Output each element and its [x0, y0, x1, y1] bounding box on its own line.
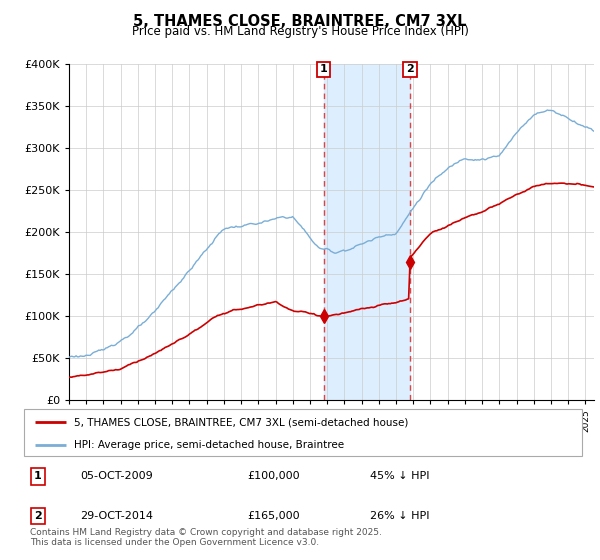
Text: 45% ↓ HPI: 45% ↓ HPI — [370, 472, 430, 482]
Text: 26% ↓ HPI: 26% ↓ HPI — [370, 511, 430, 521]
Text: 5, THAMES CLOSE, BRAINTREE, CM7 3XL: 5, THAMES CLOSE, BRAINTREE, CM7 3XL — [133, 14, 467, 29]
Bar — [324, 64, 410, 400]
Text: 1: 1 — [34, 472, 42, 482]
Text: HPI: Average price, semi-detached house, Braintree: HPI: Average price, semi-detached house,… — [74, 440, 344, 450]
Text: 5, THAMES CLOSE, BRAINTREE, CM7 3XL (semi-detached house): 5, THAMES CLOSE, BRAINTREE, CM7 3XL (sem… — [74, 417, 409, 427]
Text: Price paid vs. HM Land Registry's House Price Index (HPI): Price paid vs. HM Land Registry's House … — [131, 25, 469, 38]
Text: 2: 2 — [34, 511, 42, 521]
Text: £100,000: £100,000 — [247, 472, 300, 482]
Text: 29-OCT-2014: 29-OCT-2014 — [80, 511, 153, 521]
Text: 1: 1 — [320, 64, 328, 74]
Text: 2: 2 — [406, 64, 414, 74]
Text: 05-OCT-2009: 05-OCT-2009 — [80, 472, 152, 482]
Text: £165,000: £165,000 — [247, 511, 300, 521]
FancyBboxPatch shape — [24, 409, 582, 456]
Text: Contains HM Land Registry data © Crown copyright and database right 2025.
This d: Contains HM Land Registry data © Crown c… — [29, 528, 382, 548]
